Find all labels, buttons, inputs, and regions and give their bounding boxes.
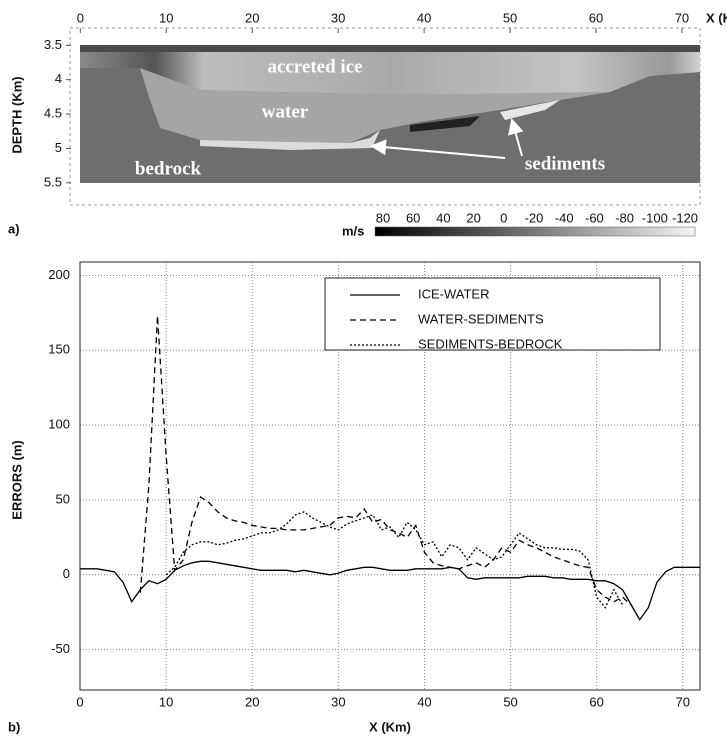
x-tick-label: 60 bbox=[589, 694, 603, 709]
y-tick-label: 200 bbox=[48, 267, 70, 282]
y-tick-label: -50 bbox=[51, 641, 70, 656]
plot-frame bbox=[79, 261, 701, 691]
legend-label: WATER-SEDIMENTS bbox=[418, 311, 544, 326]
y-tick-label: 4.5 bbox=[44, 106, 62, 121]
colorbar-tick-label: 40 bbox=[436, 210, 450, 225]
series-line bbox=[165, 511, 624, 609]
y-tick-label: 150 bbox=[48, 342, 70, 357]
x-tick-label: 70 bbox=[675, 10, 689, 25]
y-tick-label: 5 bbox=[55, 140, 62, 155]
colorbar-tick-label: 60 bbox=[406, 210, 420, 225]
colorbar-tick-label: -20 bbox=[525, 210, 544, 225]
y-tick-label: 100 bbox=[48, 417, 70, 432]
y-axis-label: DEPTH (Km) bbox=[9, 76, 24, 153]
x-tick-label: 40 bbox=[417, 10, 431, 25]
y-tick-label: 4 bbox=[55, 71, 62, 86]
legend-box bbox=[324, 277, 661, 351]
x-tick-label: 10 bbox=[159, 694, 173, 709]
series-line bbox=[80, 560, 700, 621]
y-tick-label: 0 bbox=[63, 566, 70, 581]
legend-label: SEDIMENTS-BEDROCK bbox=[418, 336, 563, 351]
x-tick-label: 20 bbox=[245, 694, 259, 709]
annotation: sediments bbox=[525, 153, 605, 174]
x-tick-label: 30 bbox=[331, 694, 345, 709]
x-axis-label: X (Km) bbox=[369, 719, 411, 734]
colorbar-tick-label: 0 bbox=[500, 210, 507, 225]
colorbar-tick-label: -100 bbox=[642, 210, 668, 225]
x-tick-label: 50 bbox=[503, 10, 517, 25]
annotation: bedrock bbox=[135, 158, 202, 179]
y-tick-label: 50 bbox=[56, 491, 70, 506]
colorbar-tick-label: -120 bbox=[672, 210, 698, 225]
x-axis-label: X (Km) bbox=[706, 10, 727, 25]
x-tick-label: 70 bbox=[676, 694, 690, 709]
x-tick-label: 0 bbox=[77, 10, 84, 25]
x-tick-label: 40 bbox=[417, 694, 431, 709]
panel-label: b) bbox=[8, 719, 20, 734]
colorbar-tick-label: -60 bbox=[585, 210, 604, 225]
x-tick-label: 20 bbox=[245, 10, 259, 25]
x-tick-label: 10 bbox=[159, 10, 173, 25]
x-tick-label: 0 bbox=[76, 694, 83, 709]
series-line bbox=[139, 315, 641, 621]
colorbar-tick-label: -40 bbox=[555, 210, 574, 225]
panel-label: a) bbox=[8, 221, 20, 236]
annotation: accreted ice bbox=[267, 56, 362, 77]
x-tick-label: 30 bbox=[331, 10, 345, 25]
annotation: water bbox=[262, 101, 309, 122]
y-tick-label: 3.5 bbox=[44, 37, 62, 52]
y-axis-label: ERRORS (m) bbox=[9, 440, 24, 519]
x-tick-label: 50 bbox=[503, 694, 517, 709]
colorbar-label: m/s bbox=[342, 223, 364, 238]
section-image bbox=[69, 27, 701, 237]
colorbar-tick-label: 80 bbox=[376, 210, 390, 225]
x-tick-label: 60 bbox=[589, 10, 603, 25]
colorbar-tick-label: -80 bbox=[615, 210, 634, 225]
colorbar-tick-label: 20 bbox=[466, 210, 480, 225]
legend-label: ICE-WATER bbox=[418, 286, 490, 301]
y-tick-label: 5.5 bbox=[44, 174, 62, 189]
